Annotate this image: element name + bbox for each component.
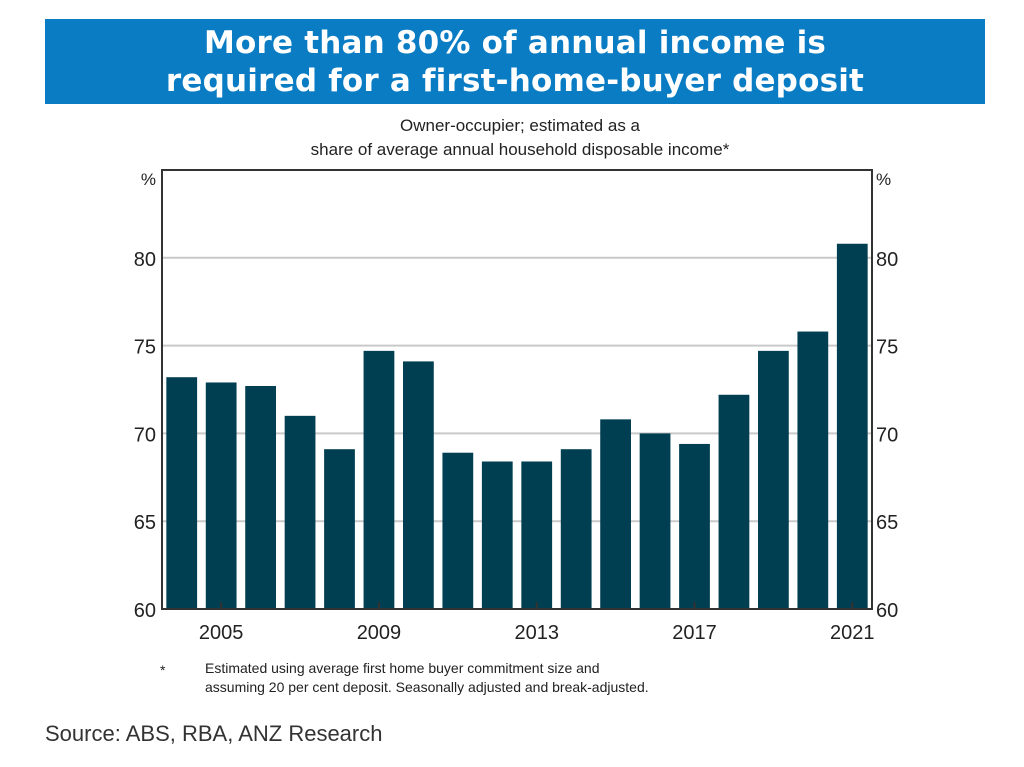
y-tick-label-left: 75 bbox=[134, 337, 156, 359]
bar bbox=[758, 350, 789, 609]
y-tick-label-right: 80 bbox=[876, 249, 898, 271]
chart-title-line-1: More than 80% of annual income is bbox=[203, 24, 827, 61]
source-note: Source: ABS, RBA, ANZ Research bbox=[45, 721, 383, 746]
y-tick-label-right: 70 bbox=[876, 424, 898, 446]
bar bbox=[521, 461, 553, 609]
y-unit-label-left: % bbox=[141, 170, 156, 189]
x-tick-label: 2013 bbox=[514, 622, 559, 644]
bar-chart: 60 60 65 65 70 70 75 75 80 80% % 2005 2009 2013 2017 20… bbox=[134, 169, 898, 644]
bar bbox=[836, 243, 868, 609]
x-tick-label: 2009 bbox=[357, 622, 402, 644]
bar bbox=[166, 377, 198, 609]
y-tick-label-left: 80 bbox=[134, 249, 156, 271]
y-tick-label-right: 65 bbox=[876, 512, 898, 534]
footnote-line-1: Estimated using average first home buyer… bbox=[205, 660, 600, 676]
y-unit-label-right: % bbox=[876, 170, 891, 189]
bar bbox=[245, 385, 276, 609]
x-tick-label: 2017 bbox=[672, 622, 717, 644]
chart-subtitle-line-1: Owner-occupier; estimated as a bbox=[400, 116, 640, 135]
bar bbox=[442, 452, 474, 609]
y-tick-label-right: 75 bbox=[876, 337, 898, 359]
title-banner: More than 80% of annual income is requir… bbox=[45, 19, 985, 104]
bar bbox=[284, 415, 316, 609]
bar bbox=[679, 443, 710, 609]
y-tick-label-left: 60 bbox=[134, 600, 156, 622]
bar bbox=[363, 350, 395, 609]
x-tick-label: 2021 bbox=[830, 622, 875, 644]
bar bbox=[639, 433, 671, 609]
x-tick-label: 2005 bbox=[199, 622, 244, 644]
chart-title-line-2: required for a first-home-buyer deposit bbox=[165, 62, 865, 99]
footnote-line-2: assuming 20 per cent deposit. Seasonally… bbox=[205, 679, 649, 695]
bar bbox=[560, 449, 592, 609]
bar bbox=[797, 331, 829, 609]
y-tick-label-right: 60 bbox=[876, 600, 898, 622]
footnote-marker: * bbox=[160, 662, 166, 678]
bar bbox=[324, 449, 355, 609]
chart-subtitle-line-2: share of average annual household dispos… bbox=[310, 140, 730, 159]
bar bbox=[481, 461, 513, 609]
plot-frame bbox=[161, 169, 873, 610]
y-tick-label-left: 70 bbox=[134, 424, 156, 446]
bar bbox=[600, 419, 631, 609]
y-tick-label-left: 65 bbox=[134, 512, 156, 534]
bar bbox=[205, 382, 237, 609]
bar bbox=[403, 361, 434, 609]
bar bbox=[718, 394, 750, 609]
